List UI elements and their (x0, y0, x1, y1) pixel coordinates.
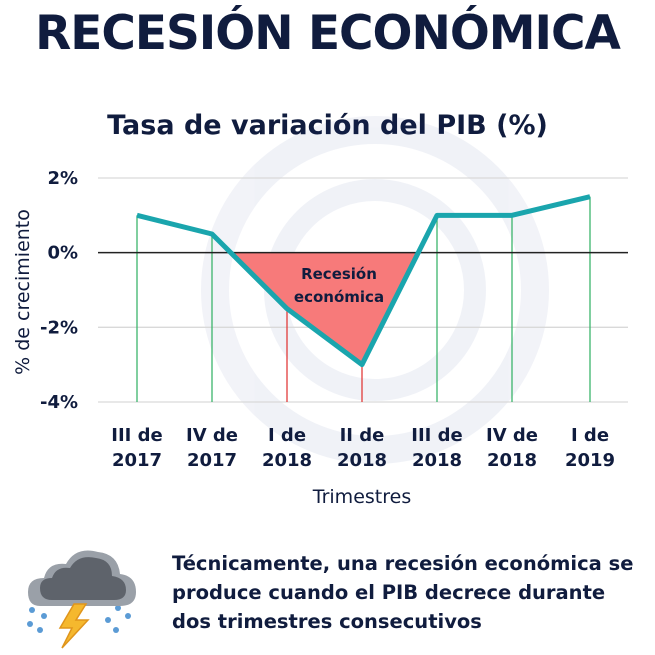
x-tick-label: II de 2018 (337, 425, 387, 471)
recession-definition-note: Técnicamente, una recesión económica se … (172, 552, 634, 633)
y-tick-label: 0% (47, 243, 78, 264)
x-tick-label: IV de 2017 (186, 425, 238, 471)
y-axis-label: % de crecimiento (12, 209, 34, 375)
x-tick-label: I de 2018 (262, 425, 312, 471)
storm-cloud-icon (22, 540, 142, 655)
recession-area (230, 252, 419, 365)
gdp-series-line (136, 194, 591, 368)
chart-title: Tasa de variación del PIB (%) (107, 110, 548, 141)
page-title: RECESIÓN ECONÓMICA (35, 6, 621, 61)
x-axis-label: Trimestres (312, 486, 411, 508)
x-tick-label: IV de 2018 (486, 425, 538, 471)
x-tick-label: I de 2019 (565, 425, 615, 471)
y-tick-labels: 2% 0% -2% -4% (40, 168, 78, 413)
y-tick-label: 2% (47, 168, 78, 189)
recession-annotation: Recesión económica (294, 265, 384, 306)
y-tick-label: -4% (40, 392, 78, 413)
x-tick-labels: III de 2017 IV de 2017 I de 2018 II de 2018 III … (111, 425, 615, 471)
drop-lines (136, 196, 591, 402)
x-tick-label: III de 2018 (411, 425, 462, 471)
y-tick-label: -2% (40, 317, 78, 338)
x-tick-label: III de 2017 (111, 425, 162, 471)
